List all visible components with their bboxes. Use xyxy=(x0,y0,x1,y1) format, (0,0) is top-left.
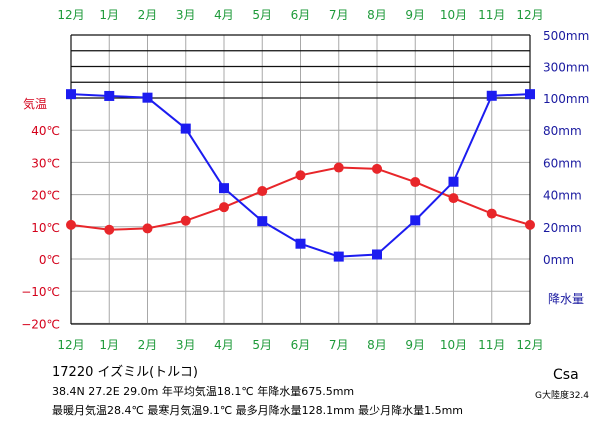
month-label-top: 5月 xyxy=(252,8,272,22)
series-layer xyxy=(66,89,535,262)
left-tick-label: 30℃ xyxy=(31,156,60,170)
month-label-top: 12月 xyxy=(57,8,84,22)
month-label-bottom: 12月 xyxy=(516,338,543,352)
right-tick-label: 80mm xyxy=(543,124,582,138)
koppen-class: Csa xyxy=(553,367,579,383)
precipitation-point xyxy=(333,251,344,262)
precipitation-point xyxy=(486,90,497,101)
left-tick-label: −20℃ xyxy=(21,317,60,331)
right-tick-label: 100mm xyxy=(543,92,589,106)
month-label-bottom: 11月 xyxy=(478,338,505,352)
month-label-top: 2月 xyxy=(138,8,158,22)
station-id-name: 17220 イズミル(トルコ) xyxy=(52,365,198,380)
left-tick-label: 40℃ xyxy=(31,124,60,138)
precipitation-point xyxy=(410,215,421,226)
precipitation-point xyxy=(372,249,382,260)
month-label-bottom: 1月 xyxy=(99,338,119,352)
temperature-point xyxy=(66,219,76,230)
temperature-point xyxy=(525,219,535,230)
temperature-point xyxy=(448,193,459,204)
month-label-bottom: 9月 xyxy=(405,338,425,352)
tick-labels: 12月 12月 1月 1月 2月 2月 3月 3月 4月 4月 5月 5月 6月 6月 7月 7月 8月 8月 9月… xyxy=(21,8,589,352)
month-label-bottom: 3月 xyxy=(176,338,196,352)
left-axis-title: 気温 xyxy=(23,96,47,111)
station-details: 38.4N 27.2E 29.0m 年平均気温18.1℃ 年降水量675.5mm xyxy=(52,385,355,398)
precipitation-point xyxy=(257,216,268,227)
month-label-top: 1月 xyxy=(99,8,119,22)
right-tick-label: 500mm xyxy=(543,29,589,43)
month-label-bottom: 2月 xyxy=(138,338,158,352)
left-tick-label: 20℃ xyxy=(31,189,60,203)
left-tick-label: 0℃ xyxy=(39,253,60,267)
precipitation-point xyxy=(219,183,229,194)
station-extremes: 最暖月気温28.4℃ 最寒月気温9.1℃ 最多月降水量128.1mm 最少月降水… xyxy=(52,404,464,417)
month-label-top: 11月 xyxy=(478,8,505,22)
month-label-top: 4月 xyxy=(214,8,234,22)
month-label-bottom: 4月 xyxy=(214,338,234,352)
continentality: G大陸度32.4 xyxy=(535,391,590,401)
precipitation-point xyxy=(295,238,306,249)
right-tick-label: 20mm xyxy=(543,221,582,235)
precipitation-point xyxy=(525,89,535,100)
temperature-point xyxy=(257,186,268,197)
month-label-top: 8月 xyxy=(367,8,387,22)
right-tick-label: 0mm xyxy=(543,253,574,267)
left-tick-label: 10℃ xyxy=(31,221,60,235)
temperature-point xyxy=(104,224,115,235)
month-label-bottom: 12月 xyxy=(57,338,84,352)
precipitation-point xyxy=(104,90,115,101)
month-label-bottom: 10月 xyxy=(440,338,467,352)
right-axis-title: 降水量 xyxy=(548,292,584,306)
precipitation-point xyxy=(142,92,153,103)
temperature-point xyxy=(333,162,344,173)
month-label-bottom: 7月 xyxy=(329,338,349,352)
month-label-top: 6月 xyxy=(291,8,311,22)
left-tick-label: −10℃ xyxy=(21,285,60,299)
right-tick-label: 300mm xyxy=(543,61,589,75)
month-label-top: 3月 xyxy=(176,8,196,22)
month-label-bottom: 8月 xyxy=(367,338,387,352)
temperature-point xyxy=(295,170,306,181)
right-tick-label: 60mm xyxy=(543,156,582,170)
month-label-top: 10月 xyxy=(440,8,467,22)
precipitation-point xyxy=(180,123,191,134)
precipitation-point xyxy=(448,176,459,187)
month-label-top: 7月 xyxy=(329,8,349,22)
temperature-point xyxy=(219,202,229,213)
temperature-point xyxy=(486,208,497,219)
grid-layer xyxy=(70,34,531,325)
month-label-top: 9月 xyxy=(405,8,425,22)
temperature-point xyxy=(180,215,191,226)
temperature-point xyxy=(372,163,382,174)
temperature-point xyxy=(410,177,421,188)
right-tick-label: 40mm xyxy=(543,189,582,203)
month-label-bottom: 6月 xyxy=(291,338,311,352)
month-label-top: 12月 xyxy=(516,8,543,22)
precipitation-point xyxy=(66,89,76,100)
temperature-point xyxy=(142,223,153,234)
month-label-bottom: 5月 xyxy=(252,338,272,352)
